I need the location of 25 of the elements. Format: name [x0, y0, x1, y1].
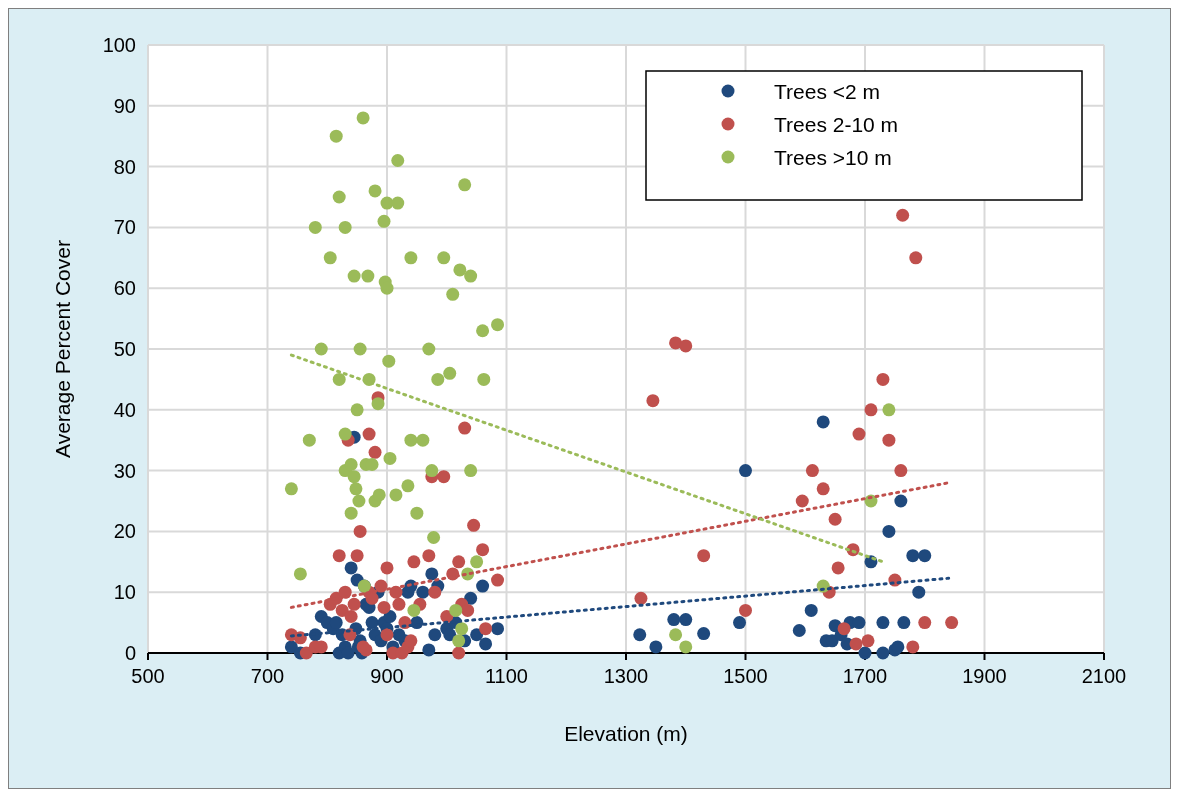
x-tick-label: 1900 — [962, 665, 1007, 687]
x-tick-label: 900 — [370, 665, 404, 687]
y-tick-label: 50 — [113, 338, 136, 360]
x-tick-label: 1300 — [603, 665, 649, 687]
x-tick-label: 2100 — [1081, 665, 1127, 687]
legend-label: Trees >10 m — [774, 146, 892, 169]
y-tick-label: 90 — [113, 94, 136, 117]
y-tick-label: 80 — [113, 155, 136, 178]
legend-label: Trees <2 m — [774, 80, 881, 103]
y-tick-label: 70 — [113, 216, 136, 239]
y-tick-label: 0 — [124, 642, 136, 664]
x-axis-title: Elevation (m) — [564, 722, 688, 745]
y-tick-label: 10 — [113, 581, 136, 604]
y-tick-label: 20 — [113, 520, 136, 543]
y-tick-label: 100 — [102, 34, 136, 56]
x-tick-label: 1500 — [723, 665, 768, 687]
y-tick-label: 40 — [113, 398, 136, 421]
y-tick-label: 30 — [113, 459, 136, 482]
x-tick-label: 500 — [131, 665, 165, 687]
x-tick-label: 1100 — [484, 665, 529, 687]
x-tick-label: 700 — [250, 665, 285, 687]
y-axis-title: Average Percent Cover — [51, 240, 74, 458]
legend-label: Trees 2-10 m — [774, 113, 899, 136]
y-tick-label: 60 — [113, 277, 136, 300]
x-tick-label: 1700 — [842, 665, 888, 687]
